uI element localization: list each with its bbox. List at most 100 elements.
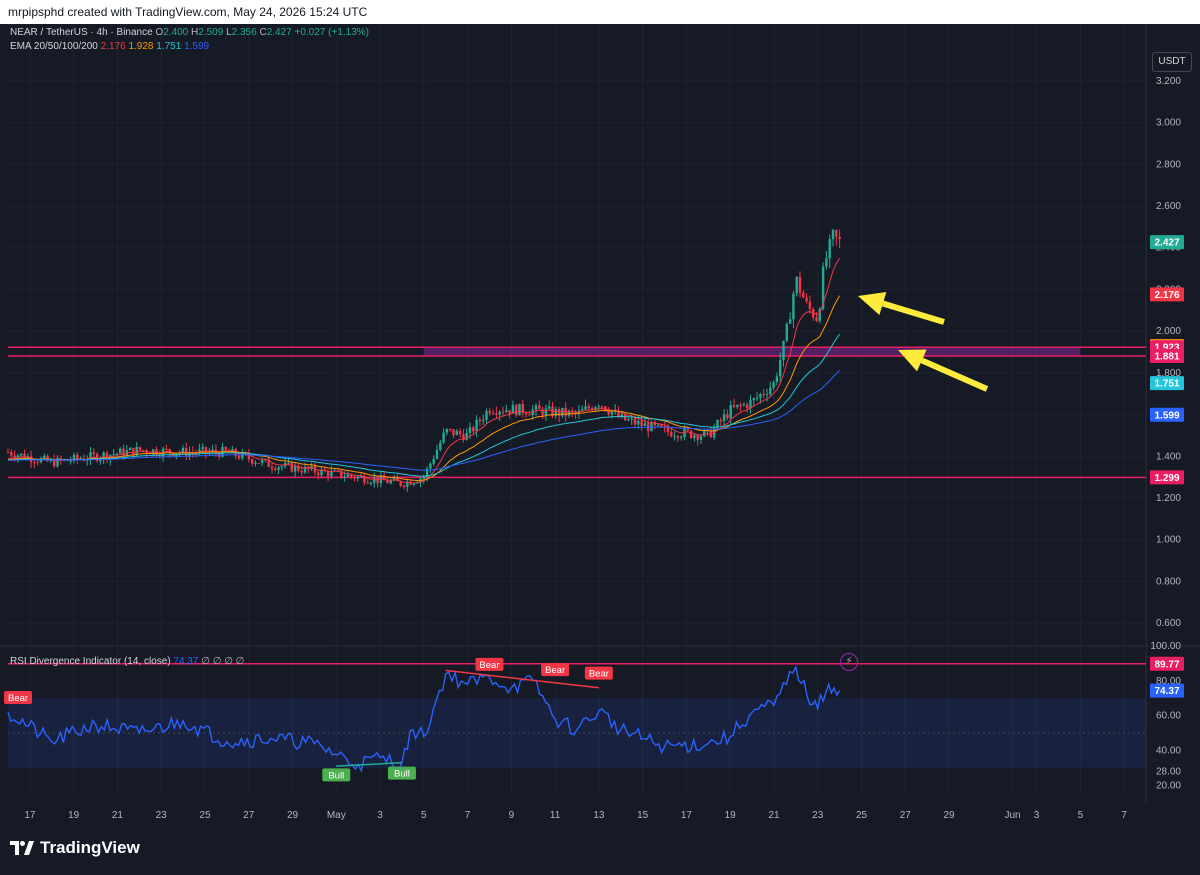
candle-body <box>600 406 604 408</box>
candle-body <box>505 410 508 413</box>
candle-body <box>703 430 706 437</box>
x-tick-label: 11 <box>550 810 561 821</box>
ema-label: EMA 20/50/100/200 <box>10 41 98 52</box>
candle-body <box>736 404 739 407</box>
x-tick-label: 15 <box>637 810 649 821</box>
candle-body <box>320 469 323 476</box>
candle-body <box>478 419 482 422</box>
candle-body <box>508 410 511 414</box>
candle-body <box>818 308 821 321</box>
candle-body <box>670 431 673 437</box>
candle-body <box>224 447 227 451</box>
candle-body <box>587 406 590 409</box>
candle-body <box>696 435 699 440</box>
bull-label-bg <box>322 768 351 782</box>
candle-body <box>722 414 726 422</box>
candle-body <box>181 447 185 453</box>
low-value: 2.356 <box>231 27 257 38</box>
candle-body <box>201 447 204 450</box>
high-label: H <box>191 27 199 38</box>
candle-body <box>241 452 244 459</box>
bull-label-bg <box>387 766 416 780</box>
candle-body <box>518 403 521 416</box>
price-axis-label: 1.599 <box>1154 410 1179 421</box>
rsi-extras: ∅ ∅ ∅ ∅ <box>201 656 245 667</box>
x-tick-label: 3 <box>1034 810 1040 821</box>
candle-body <box>343 476 346 478</box>
candle-body <box>762 394 765 396</box>
candle-body <box>297 465 300 471</box>
candle-body <box>280 466 284 468</box>
candle-body <box>660 424 663 428</box>
candle-body <box>247 454 251 460</box>
candle-body <box>534 405 538 410</box>
candle-body <box>458 430 462 435</box>
candle-body <box>20 453 23 456</box>
candle-body <box>277 467 280 470</box>
candle-body <box>785 323 788 341</box>
candle-body <box>610 411 614 415</box>
ohlc-legend: NEAR / TetherUS · 4h · Binance O2.400 H2… <box>10 27 369 38</box>
rsi-legend: RSI Divergence Indicator (14, close) 74.… <box>10 656 244 667</box>
candle-body <box>630 418 633 420</box>
candle-body <box>165 448 168 450</box>
candle-body <box>468 427 472 434</box>
candle-body <box>597 406 600 408</box>
price-axis-label-bg <box>1150 287 1184 302</box>
low-label: L <box>226 27 232 38</box>
candle-body <box>683 428 686 438</box>
candle-body <box>792 293 795 320</box>
candle-body <box>287 462 290 464</box>
candle-body <box>346 474 350 477</box>
bear-label: Bear <box>8 693 28 704</box>
candle-body <box>769 387 772 395</box>
candle-body <box>557 409 561 416</box>
candle-body <box>749 400 752 409</box>
footer <box>0 834 1200 875</box>
tradingview-wordmark: TradingView <box>40 838 140 857</box>
candle-body <box>693 435 696 438</box>
x-tick-label: 29 <box>943 810 955 821</box>
candle-body <box>185 447 188 457</box>
candle-body <box>633 418 637 425</box>
candle-body <box>548 406 551 409</box>
candle-body <box>128 447 132 451</box>
lightning-icon[interactable]: ⚡ <box>840 653 858 671</box>
ema20-line <box>7 257 841 484</box>
rsi-band <box>8 698 1146 768</box>
candle-body <box>620 414 623 417</box>
candle-body <box>132 447 135 456</box>
candle-body <box>521 403 524 414</box>
currency-button[interactable]: USDT <box>1152 52 1192 72</box>
candle-body <box>125 450 128 456</box>
x-tick-label: 5 <box>1078 810 1084 821</box>
bear-label: Bear <box>545 665 565 676</box>
rsi-current-axis-label-bg <box>1150 683 1184 698</box>
candle-body <box>435 449 439 459</box>
price-chart[interactable]: 3.2003.0002.8002.6002.4002.2002.0001.800… <box>0 24 1200 834</box>
y-tick-label: 1.200 <box>1156 493 1181 504</box>
candle-body <box>623 414 627 421</box>
candle-body <box>366 482 369 484</box>
candle-body <box>72 454 76 461</box>
price-axis-label-bg <box>1150 470 1184 485</box>
high-value: 2.509 <box>198 27 224 38</box>
candle-body <box>782 340 785 360</box>
x-tick-label: 5 <box>421 810 427 821</box>
candle-body <box>666 427 670 432</box>
candle-body <box>732 405 736 407</box>
candle-body <box>442 432 445 443</box>
ema-legend: EMA 20/50/100/200 2.176 1.928 1.751 1.59… <box>10 41 209 52</box>
candle-body <box>422 477 425 479</box>
candle-body <box>350 474 353 477</box>
y-tick-label: 1.800 <box>1156 368 1181 379</box>
candle-body <box>204 447 208 453</box>
arrow-ema-head <box>858 292 887 316</box>
candle-body <box>445 428 449 433</box>
tradingview-logo[interactable]: TradingView <box>10 838 140 858</box>
candle-body <box>300 470 303 473</box>
chart-area[interactable]: 3.2003.0002.8002.6002.4002.2002.0001.800… <box>0 24 1200 834</box>
candle-body <box>465 433 468 440</box>
candle-body <box>656 424 660 426</box>
candle-body <box>254 462 257 464</box>
